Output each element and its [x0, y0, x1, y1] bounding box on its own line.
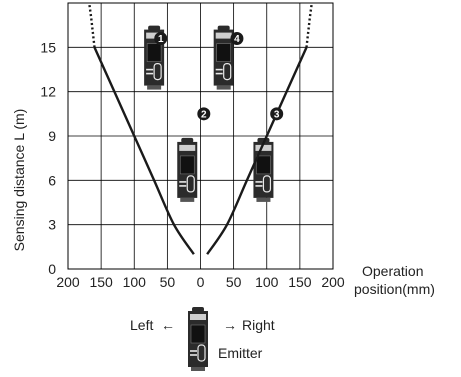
marker-number: 3 — [274, 109, 280, 120]
x-tick-label: 0 — [197, 274, 205, 290]
sensor-window — [256, 155, 271, 175]
sensor-window — [190, 324, 206, 344]
sensor-bottom-cap — [256, 197, 271, 202]
sensor-lens — [223, 62, 232, 81]
sensor-top-cap — [192, 307, 204, 312]
sensing-curve-right-dotted — [305, 2, 313, 48]
sensor-bottom-cap — [180, 197, 195, 202]
sensor-lens — [197, 344, 206, 362]
y-tick-label: 12 — [40, 84, 56, 100]
sensor-lens — [153, 62, 162, 81]
x-tick-label: 100 — [123, 274, 147, 290]
x-tick-label: 150 — [288, 274, 312, 290]
emitter-sensor-icon — [188, 307, 208, 371]
y-tick-label: 3 — [48, 217, 56, 233]
chart-grid — [67, 2, 334, 270]
position-marker-2: 2 — [197, 107, 211, 121]
marker-number: 2 — [201, 109, 207, 120]
emitter-legend: Left ← → Right Emitter — [130, 307, 275, 371]
sensor-bottom-cap — [191, 367, 205, 371]
receiver-sensor-icon — [253, 137, 274, 202]
y-tick-label: 15 — [40, 39, 56, 55]
emitter-label: Emitter — [218, 345, 263, 361]
sensor-window — [216, 43, 231, 62]
sensor-bottom-cap — [147, 85, 162, 90]
sensor-label-strip — [179, 144, 196, 151]
sensor-lens — [186, 175, 195, 193]
receiver-sensor-icon — [213, 25, 234, 90]
x-axis-label-line1: Operation — [362, 263, 423, 279]
sensor-label-strip — [146, 32, 163, 39]
y-tick-label: 6 — [48, 172, 56, 188]
curve-series — [88, 2, 313, 255]
x-tick-label: 50 — [226, 274, 242, 290]
position-marker-1: 1 — [154, 31, 168, 45]
marker-number: 4 — [234, 34, 240, 45]
y-tick-label: 9 — [48, 128, 56, 144]
sensor-lens — [262, 175, 272, 193]
sensor-window — [146, 43, 162, 62]
position-marker-4: 4 — [230, 31, 244, 45]
marker-circle — [154, 31, 168, 45]
left-label: Left — [130, 317, 153, 333]
position-markers: 1 2 3 4 — [154, 31, 284, 121]
sensor-label-strip — [190, 314, 206, 320]
right-arrow-icon: → — [223, 317, 237, 333]
x-tick-label: 100 — [255, 274, 279, 290]
sensor-bottom-cap — [216, 85, 231, 90]
sensor-label-strip — [255, 144, 272, 151]
x-tick-label: 150 — [89, 274, 113, 290]
left-arrow-icon: ← — [161, 317, 175, 333]
marker-circle — [197, 107, 211, 121]
sensing-curve-left-dotted — [88, 2, 96, 48]
x-axis-label-line2: position(mm) — [354, 281, 435, 297]
position-marker-3: 3 — [270, 107, 284, 121]
sensor-label-strip — [215, 32, 232, 39]
sensing-curve-right — [206, 46, 308, 255]
sensor-top-cap — [148, 25, 161, 31]
emitter-icon-body — [188, 307, 208, 371]
marker-circle — [270, 107, 284, 121]
marker-number: 1 — [158, 34, 164, 45]
right-label: Right — [242, 317, 275, 333]
sensor-icons — [144, 25, 274, 202]
receiver-sensor-icon — [177, 137, 198, 202]
y-tick-label: 0 — [48, 261, 56, 277]
marker-circle — [230, 31, 244, 45]
sensor-window — [179, 155, 195, 175]
y-axis-label: Sensing distance L (m) — [11, 109, 27, 252]
sensor-top-cap — [217, 25, 230, 31]
sensor-top-cap — [181, 137, 194, 143]
x-tick-label: 200 — [321, 274, 345, 290]
x-tick-label: 200 — [56, 274, 80, 290]
x-tick-label: 50 — [160, 274, 176, 290]
sensing-curve-left — [93, 46, 195, 255]
